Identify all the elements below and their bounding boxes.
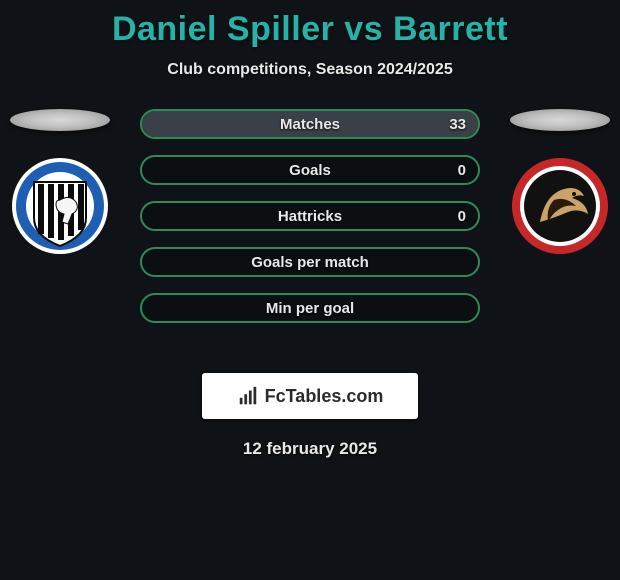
- comparison-panel: Matches 33 Goals 0 Hattricks 0 Goals per…: [0, 109, 620, 359]
- stat-bar-label: Goals: [142, 157, 478, 183]
- stat-bar-hattricks: Hattricks 0: [140, 201, 480, 231]
- stat-bar-matches: Matches 33: [140, 109, 480, 139]
- stat-bar-value: 0: [458, 203, 466, 229]
- stat-bar-label: Goals per match: [142, 249, 478, 275]
- player-right-shadow: [510, 109, 610, 131]
- stat-bar-goals: Goals 0: [140, 155, 480, 185]
- stat-bar-label: Matches: [142, 111, 478, 137]
- player-right-side: [500, 109, 620, 256]
- stat-bar-value: 0: [458, 157, 466, 183]
- stat-bars: Matches 33 Goals 0 Hattricks 0 Goals per…: [140, 109, 480, 323]
- stat-bar-goals-per-match: Goals per match: [140, 247, 480, 277]
- stat-bar-label: Hattricks: [142, 203, 478, 229]
- crest-left-icon: [10, 156, 110, 256]
- bar-chart-icon: [237, 385, 259, 407]
- brand-box: FcTables.com: [202, 373, 418, 419]
- player-left-shadow: [10, 109, 110, 131]
- brand-text: FcTables.com: [265, 386, 384, 407]
- player-left-side: [0, 109, 120, 256]
- date-label: 12 february 2025: [0, 439, 620, 459]
- subtitle: Club competitions, Season 2024/2025: [0, 61, 620, 79]
- crest-right-icon: [510, 156, 610, 256]
- stat-bar-min-per-goal: Min per goal: [140, 293, 480, 323]
- stat-bar-value: 33: [449, 111, 466, 137]
- stat-bar-label: Min per goal: [142, 295, 478, 321]
- page-title: Daniel Spiller vs Barrett: [0, 0, 620, 49]
